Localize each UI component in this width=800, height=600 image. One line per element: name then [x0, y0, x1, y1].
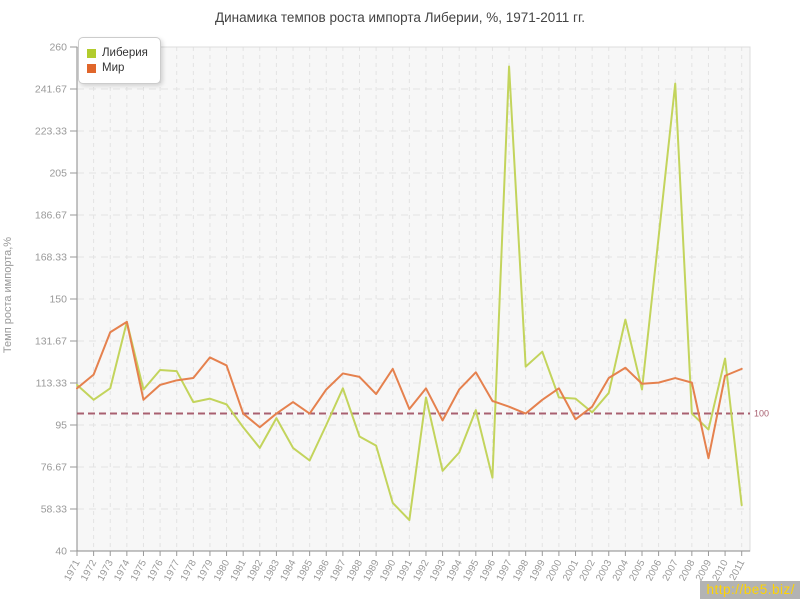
y-tick-label: 150	[49, 294, 67, 306]
legend-swatch-mir-icon	[87, 63, 96, 73]
x-tick-label: 2011	[728, 558, 748, 583]
y-tick-label: 205	[49, 168, 67, 180]
y-tick-label: 58.33	[41, 504, 67, 516]
y-tick-label: 95	[55, 420, 67, 432]
y-tick-label: 40	[55, 546, 67, 558]
reference-line-label: 100	[754, 409, 769, 419]
watermark-link: http://be5.biz/	[706, 582, 795, 597]
y-tick-label: 223.33	[35, 126, 67, 138]
legend: Либерия Мир	[78, 37, 161, 84]
watermark: http://be5.biz/	[700, 581, 800, 599]
y-tick-label: 260	[49, 42, 67, 54]
y-tick-label: 76.67	[41, 461, 67, 473]
series-line-mir	[76, 320, 743, 460]
series-line-liberia	[76, 65, 743, 522]
legend-label-mir: Мир	[102, 62, 125, 74]
y-tick-label: 113.33	[36, 378, 67, 390]
y-tick-label: 241.67	[35, 83, 67, 95]
legend-item-liberia: Либерия	[87, 47, 148, 59]
y-tick-label: 186.67	[35, 209, 67, 221]
y-tick-label: 131.67	[35, 335, 67, 347]
chart-title: Динамика темпов роста импорта Либерии, %…	[214, 10, 586, 25]
legend-swatch-liberia-icon	[87, 48, 96, 58]
legend-label-liberia: Либерия	[102, 47, 148, 59]
y-tick-label: 168.33	[35, 252, 67, 264]
legend-item-mir: Мир	[87, 62, 148, 74]
x-tick-label: 2010	[711, 558, 731, 583]
